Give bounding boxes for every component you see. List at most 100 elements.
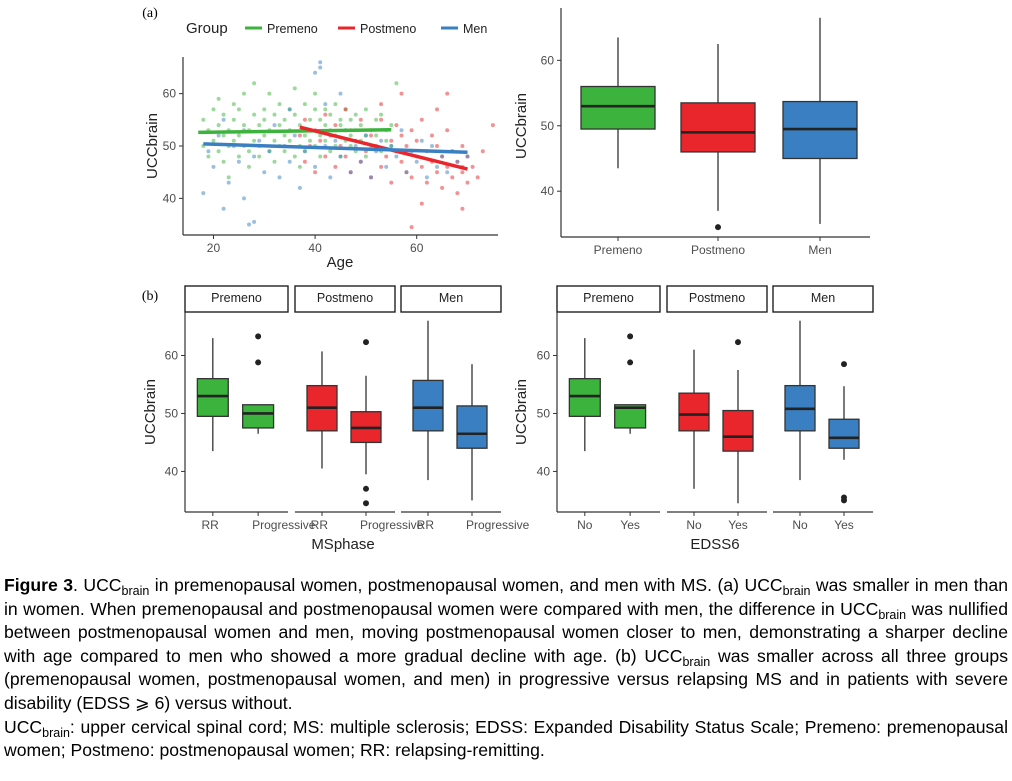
scatter-point-premeno bbox=[292, 86, 297, 91]
box-msphase-postmeno-progressive bbox=[350, 339, 382, 507]
box-iqr bbox=[412, 379, 444, 432]
scatter-point-premeno bbox=[323, 123, 328, 128]
scatter-point-premeno bbox=[236, 107, 241, 112]
box-iqr bbox=[456, 405, 488, 449]
x-tick-label-msphase: Progressive bbox=[466, 518, 530, 532]
scatter-point-men bbox=[318, 65, 323, 70]
scatter-point-postmeno bbox=[333, 123, 338, 128]
scatter-point-premeno bbox=[308, 117, 312, 122]
scatter-point-premeno bbox=[379, 112, 384, 117]
scatter-point-men bbox=[389, 144, 394, 148]
x-tick-label-edss6: No bbox=[577, 518, 593, 532]
scatter-point-premeno bbox=[201, 117, 206, 122]
scatter-point-men bbox=[445, 170, 450, 175]
caption-subscript: brain bbox=[782, 584, 811, 598]
scatter-point-men bbox=[348, 170, 353, 175]
scatter-point-postmeno bbox=[440, 185, 445, 190]
scatter-point-premeno bbox=[231, 117, 236, 122]
scatter-point-men bbox=[242, 196, 246, 201]
scatter-point-postmeno bbox=[435, 107, 439, 112]
y-tick-label-edss6: 60 bbox=[537, 348, 551, 362]
x-tick-label-msphase: Progressive bbox=[252, 518, 316, 532]
scatter-point-postmeno bbox=[297, 133, 302, 138]
x-tick-label-a2: Men bbox=[808, 243, 831, 257]
box-iqr bbox=[568, 378, 601, 417]
scatter-point-premeno bbox=[374, 117, 379, 122]
box-iqr bbox=[680, 102, 756, 153]
scatter-point-premeno bbox=[348, 133, 353, 138]
panel-label-a: (a) bbox=[142, 6, 158, 21]
scatter-point-men bbox=[419, 138, 424, 143]
scatter-point-men bbox=[338, 154, 343, 159]
scatter-point-postmeno bbox=[323, 112, 328, 117]
scatter-point-men bbox=[221, 117, 226, 122]
scatter-point-men bbox=[292, 133, 297, 138]
x-axis-label-msphase: MSphase bbox=[311, 536, 374, 553]
scatter-point-premeno bbox=[236, 133, 241, 138]
scatter-point-premeno bbox=[358, 123, 363, 128]
scatter-point-premeno bbox=[236, 154, 241, 159]
scatter-point-postmeno bbox=[424, 180, 429, 185]
box-iqr bbox=[722, 409, 754, 452]
scatter-point-premeno bbox=[242, 123, 246, 128]
scatter-point-premeno bbox=[297, 164, 302, 169]
scatter-point-postmeno bbox=[409, 128, 414, 133]
scatter-point-premeno bbox=[257, 154, 262, 159]
figure-caption: Figure 3. UCCbrain in premenopausal wome… bbox=[4, 574, 1008, 763]
facet-title-msphase: Men bbox=[439, 291, 463, 305]
y-axis-label-a: UCCbrain bbox=[144, 113, 161, 179]
scatter-point-men bbox=[328, 175, 333, 180]
legend-title: Group bbox=[186, 20, 228, 37]
scatter-point-premeno bbox=[292, 112, 297, 117]
box-iqr bbox=[580, 85, 656, 130]
scatter-point-premeno bbox=[221, 112, 226, 117]
caption-subscript: brain bbox=[121, 584, 150, 598]
x-axis-label-a: Age bbox=[327, 254, 354, 271]
x-tick-label-msphase: RR bbox=[201, 518, 219, 532]
scatter-point-men bbox=[287, 159, 292, 164]
outlier-point bbox=[841, 497, 847, 504]
scatter-point-premeno bbox=[221, 133, 226, 138]
scatter-point-premeno bbox=[247, 164, 251, 169]
box-premeno bbox=[580, 37, 656, 169]
scatter-point-premeno bbox=[257, 123, 262, 128]
legend-label-premeno: Premeno bbox=[267, 22, 318, 36]
scatter-point-premeno bbox=[318, 133, 323, 138]
x-tick-label-edss6: No bbox=[686, 518, 702, 532]
scatter-point-men bbox=[206, 149, 211, 154]
scatter-point-men bbox=[313, 70, 318, 75]
box-iqr bbox=[828, 418, 860, 449]
x-tick-label-a: 20 bbox=[207, 241, 221, 255]
scatter-point-premeno bbox=[206, 154, 211, 159]
facet-title-msphase: Postmeno bbox=[317, 291, 373, 305]
scatter-point-men bbox=[379, 138, 384, 143]
y-tick-label-a: 60 bbox=[163, 87, 177, 101]
scatter-point-premeno bbox=[262, 133, 267, 138]
scatter-point-men bbox=[236, 159, 241, 164]
x-axis-label-edss6: EDSS6 bbox=[690, 536, 739, 553]
y-tick-label-a2: 50 bbox=[541, 119, 555, 133]
scatter-point-men bbox=[297, 185, 302, 190]
scatter-point-men bbox=[333, 138, 338, 143]
scatter-point-men bbox=[201, 191, 206, 196]
caption-text: . UCC bbox=[73, 575, 122, 595]
scatter-point-postmeno bbox=[490, 123, 495, 128]
box-iqr bbox=[196, 378, 229, 417]
scatter-point-premeno bbox=[394, 81, 399, 86]
box-edss6-premeno-yes bbox=[614, 333, 647, 434]
scatter-point-premeno bbox=[323, 138, 328, 143]
scatter-point-premeno bbox=[389, 123, 394, 128]
outlier-point bbox=[841, 361, 847, 368]
caption-text: was smaller across all three groups (pre… bbox=[4, 645, 1008, 713]
outlier-point bbox=[627, 359, 634, 366]
scatter-point-premeno bbox=[252, 112, 257, 117]
scatter-point-postmeno bbox=[389, 180, 394, 185]
scatter-point-men bbox=[358, 159, 363, 164]
box-msphase-men-rr bbox=[412, 320, 444, 481]
y-tick-label-edss6: 40 bbox=[537, 464, 551, 478]
box-edss6-men-yes bbox=[828, 361, 860, 504]
legend-label-postmeno: Postmeno bbox=[360, 22, 416, 36]
outlier-point bbox=[255, 333, 262, 340]
scatter-point-premeno bbox=[363, 154, 368, 159]
legend-label-men: Men bbox=[463, 22, 487, 36]
